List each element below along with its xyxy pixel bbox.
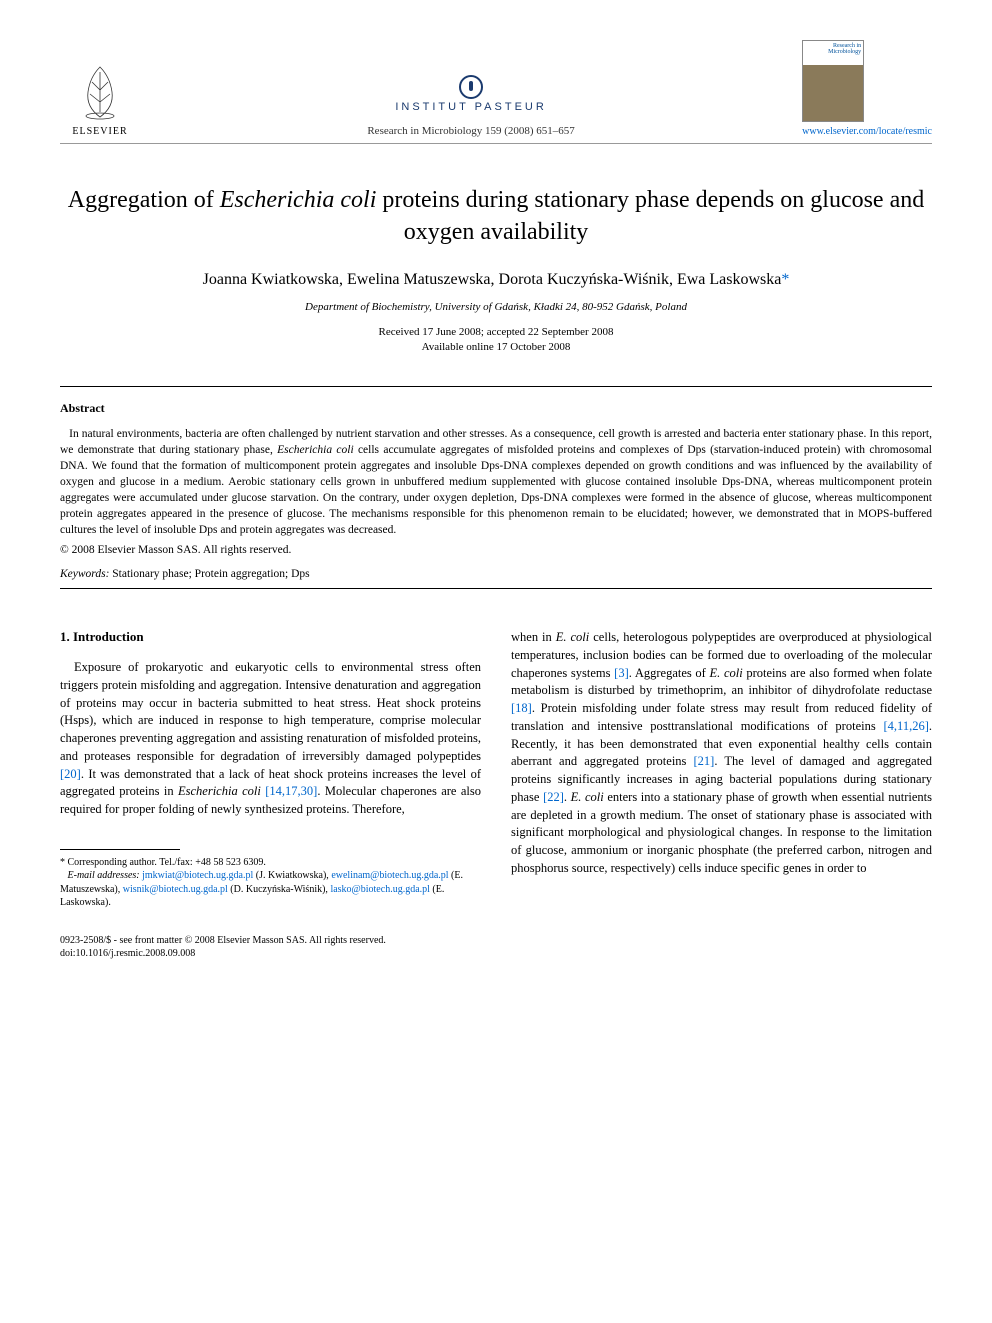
ref-link-3[interactable]: [3] bbox=[614, 666, 629, 680]
journal-cover-title: Research in Microbiology bbox=[803, 43, 861, 55]
intro-paragraph-right: when in E. coli cells, heterologous poly… bbox=[511, 629, 932, 878]
bottom-metadata: 0923-2508/$ - see front matter © 2008 El… bbox=[60, 934, 932, 960]
ref-link-20[interactable]: [20] bbox=[60, 767, 81, 781]
doi-line: doi:10.1016/j.resmic.2008.09.008 bbox=[60, 947, 932, 960]
abstract-species: Escherichia coli bbox=[277, 444, 353, 456]
keywords-text: Stationary phase; Protein aggregation; D… bbox=[109, 568, 309, 580]
keywords-line: Keywords: Stationary phase; Protein aggr… bbox=[60, 568, 932, 580]
title-post: proteins during stationary phase depends… bbox=[376, 187, 924, 245]
intro-ecoli-1: Escherichia coli bbox=[178, 784, 261, 798]
ref-link-22[interactable]: [22] bbox=[543, 790, 564, 804]
abstract-top-rule bbox=[60, 386, 932, 387]
intro-ecoli-4: E. coli bbox=[571, 790, 604, 804]
ref-link-18[interactable]: [18] bbox=[511, 701, 532, 715]
ref-link-4-11-26[interactable]: [4,11,26] bbox=[884, 719, 929, 733]
body-columns: 1. Introduction Exposure of prokaryotic … bbox=[60, 629, 932, 910]
emails-footnote: E-mail addresses: jmkwiat@biotech.ug.gda… bbox=[60, 869, 481, 910]
intro-col1-a: Exposure of prokaryotic and eukaryotic c… bbox=[60, 660, 481, 763]
title-pre: Aggregation of bbox=[68, 187, 220, 213]
footnote-separator bbox=[60, 849, 180, 850]
emails-label: E-mail addresses: bbox=[68, 870, 140, 881]
citation-line: Research in Microbiology 159 (2008) 651–… bbox=[140, 125, 802, 137]
ref-link-21[interactable]: [21] bbox=[694, 754, 715, 768]
intro-paragraph-left: Exposure of prokaryotic and eukaryotic c… bbox=[60, 659, 481, 819]
pasteur-icon bbox=[459, 75, 483, 99]
online-date: Available online 17 October 2008 bbox=[60, 340, 932, 355]
intro-col2-h: . bbox=[564, 790, 571, 804]
intro-col2-a: when in bbox=[511, 630, 556, 644]
journal-url-link[interactable]: www.elsevier.com/locate/resmic bbox=[802, 126, 932, 137]
abstract-paragraph: In natural environments, bacteria are of… bbox=[60, 426, 932, 539]
abstract-p1c: cells accumulate aggregates of misfolded… bbox=[60, 444, 932, 536]
corresponding-author-footnote: * Corresponding author. Tel./fax: +48 58… bbox=[60, 856, 481, 870]
abstract-heading: Abstract bbox=[60, 401, 932, 416]
received-accepted-date: Received 17 June 2008; accepted 22 Septe… bbox=[60, 325, 932, 340]
elsevier-tree-icon bbox=[70, 62, 130, 122]
email-name-1: (J. Kwiatkowska), bbox=[253, 870, 331, 881]
abstract-copyright: © 2008 Elsevier Masson SAS. All rights r… bbox=[60, 544, 932, 556]
authors-names: Joanna Kwiatkowska, Ewelina Matuszewska,… bbox=[203, 271, 782, 288]
introduction-heading: 1. Introduction bbox=[60, 629, 481, 645]
journal-header: ELSEVIER INSTITUT PASTEUR Research in Mi… bbox=[60, 40, 932, 144]
email-link-3[interactable]: wisnik@biotech.ug.gda.pl bbox=[123, 884, 228, 895]
elsevier-label: ELSEVIER bbox=[72, 126, 127, 137]
intro-ecoli-3: E. coli bbox=[710, 666, 743, 680]
authors-line: Joanna Kwiatkowska, Ewelina Matuszewska,… bbox=[60, 271, 932, 289]
article-title: Aggregation of Escherichia coli proteins… bbox=[60, 184, 932, 249]
email-link-1[interactable]: jmkwiat@biotech.ug.gda.pl bbox=[142, 870, 253, 881]
elsevier-logo: ELSEVIER bbox=[60, 62, 140, 137]
intro-col2-e: . Protein misfolding under folate stress… bbox=[511, 701, 932, 733]
pasteur-logo: INSTITUT PASTEUR bbox=[395, 75, 547, 113]
corresponding-star-icon[interactable]: * bbox=[781, 271, 789, 288]
journal-cover-block: Research in Microbiology www.elsevier.co… bbox=[802, 40, 932, 137]
email-link-4[interactable]: lasko@biotech.ug.gda.pl bbox=[330, 884, 429, 895]
publisher-block: INSTITUT PASTEUR Research in Microbiolog… bbox=[140, 75, 802, 137]
abstract-bottom-rule bbox=[60, 588, 932, 589]
pasteur-label: INSTITUT PASTEUR bbox=[395, 101, 547, 113]
affiliation: Department of Biochemistry, University o… bbox=[60, 301, 932, 313]
ref-link-14-17-30[interactable]: [14,17,30] bbox=[265, 784, 317, 798]
right-column: when in E. coli cells, heterologous poly… bbox=[511, 629, 932, 910]
email-link-2[interactable]: ewelinam@biotech.ug.gda.pl bbox=[331, 870, 448, 881]
left-column: 1. Introduction Exposure of prokaryotic … bbox=[60, 629, 481, 910]
journal-cover-thumbnail: Research in Microbiology bbox=[802, 40, 864, 122]
keywords-label: Keywords: bbox=[60, 568, 109, 580]
intro-col2-c: . Aggregates of bbox=[629, 666, 710, 680]
title-species: Escherichia coli bbox=[220, 187, 377, 213]
intro-ecoli-2: E. coli bbox=[556, 630, 590, 644]
email-name-3: (D. Kuczyńska-Wiśnik), bbox=[228, 884, 331, 895]
issn-copyright-line: 0923-2508/$ - see front matter © 2008 El… bbox=[60, 934, 932, 947]
article-dates: Received 17 June 2008; accepted 22 Septe… bbox=[60, 325, 932, 356]
